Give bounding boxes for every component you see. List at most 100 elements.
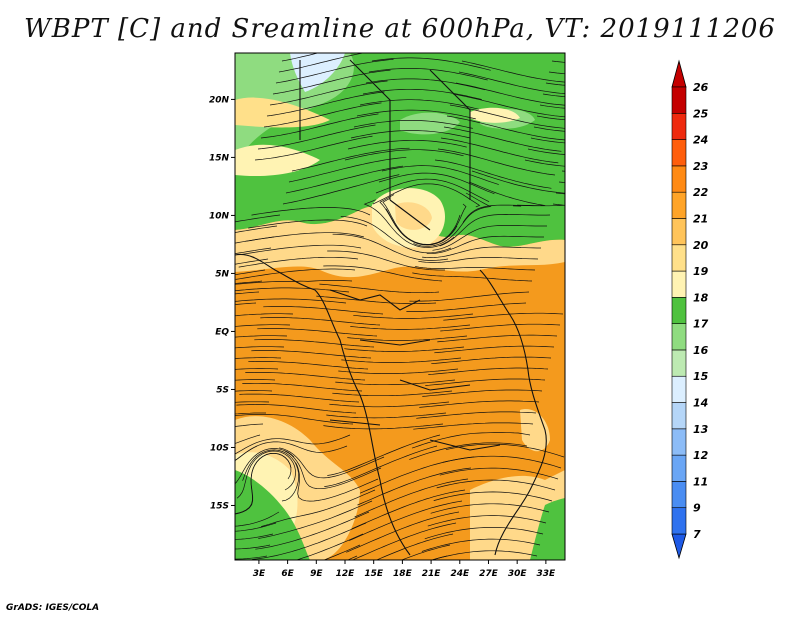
streamline xyxy=(323,265,443,282)
streamline xyxy=(235,302,257,305)
x-tick-label: 27E xyxy=(479,569,499,579)
streamline xyxy=(295,462,379,502)
streamline xyxy=(440,137,559,164)
streamline xyxy=(235,452,292,515)
colorbar-label: 20 xyxy=(693,239,709,252)
streamline xyxy=(415,266,536,271)
streamline xyxy=(341,357,462,363)
streamline xyxy=(347,335,468,341)
streamline xyxy=(235,414,354,425)
streamline xyxy=(284,450,382,490)
streamline xyxy=(235,247,272,255)
streamline xyxy=(350,324,471,330)
streamline xyxy=(533,126,565,132)
streamline xyxy=(425,378,546,386)
grads-credit: GrADS: IGES/COLA xyxy=(6,603,100,613)
colorbar-segment xyxy=(671,191,687,219)
streamline xyxy=(412,272,533,282)
streamline xyxy=(437,148,556,176)
map-area xyxy=(235,53,565,560)
colorbar-label: 7 xyxy=(693,528,701,541)
x-tick-label: 24E xyxy=(450,569,470,579)
streamline xyxy=(437,334,558,343)
colorbar-label: 24 xyxy=(693,134,708,147)
streamline xyxy=(235,335,288,338)
x-tick-label: 30E xyxy=(508,569,528,579)
colorbar-segment xyxy=(671,244,687,272)
streamline xyxy=(400,544,451,560)
streamline xyxy=(346,511,460,553)
streamline xyxy=(327,250,445,271)
streamline xyxy=(379,194,458,246)
streamline xyxy=(428,367,549,375)
streamline xyxy=(239,393,360,403)
streamline xyxy=(323,423,444,430)
streamline xyxy=(449,104,565,129)
streamline xyxy=(442,455,562,469)
wbpt-zone-yellow-north-3 xyxy=(235,97,330,128)
streamline xyxy=(353,313,474,319)
y-axis: 20N 15N 10N 5N EQ 5S 10S 15S xyxy=(209,95,235,511)
streamline xyxy=(257,328,378,337)
streamline xyxy=(536,115,565,121)
streamline xyxy=(371,57,491,71)
x-axis: 3E 6E 9E 12E 15E 18E 21E 24E 27E 30E 33E xyxy=(253,560,556,579)
streamline xyxy=(418,257,539,263)
streamline xyxy=(381,165,499,185)
streamline xyxy=(413,422,534,430)
colorbar-segment xyxy=(671,481,687,509)
streamline xyxy=(357,467,472,506)
y-tick-label: 5S xyxy=(216,385,229,395)
colorbar-label: 25 xyxy=(693,107,709,120)
streamline xyxy=(275,59,394,84)
streamline xyxy=(291,147,410,172)
streamline xyxy=(263,102,382,128)
streamline xyxy=(430,550,538,560)
streamline xyxy=(530,137,565,144)
streamline xyxy=(248,361,369,370)
streamline xyxy=(354,478,469,518)
streamline xyxy=(458,71,565,94)
streamline xyxy=(446,115,565,141)
streamline xyxy=(235,544,271,550)
y-tick-label: EQ xyxy=(215,327,229,337)
streamline xyxy=(340,216,452,254)
streamline xyxy=(245,372,366,381)
streamline xyxy=(235,412,266,415)
streamline xyxy=(235,269,266,276)
streamline xyxy=(255,511,370,550)
streamline xyxy=(539,104,565,109)
streamline xyxy=(316,295,437,305)
colorbar-segment xyxy=(671,139,687,167)
colorbar-segment xyxy=(671,349,687,377)
streamline xyxy=(278,53,366,73)
streamline xyxy=(235,379,276,381)
streamline xyxy=(443,312,564,321)
wbpt-zone-tan-east xyxy=(520,409,550,452)
streamline xyxy=(455,82,565,106)
streamline xyxy=(329,401,450,408)
streamline xyxy=(409,291,530,302)
streamline xyxy=(413,192,492,247)
y-tick-label: 20N xyxy=(209,95,230,105)
streamline xyxy=(260,113,379,139)
streamline xyxy=(431,356,552,365)
streamline xyxy=(295,533,364,560)
colorbar-segment xyxy=(671,112,687,140)
colorbar-label: 14 xyxy=(693,397,708,410)
colorbar-segment xyxy=(671,375,687,403)
streamline xyxy=(422,389,543,397)
colorbar-label: 11 xyxy=(693,475,708,488)
streamline xyxy=(236,450,296,499)
colorbar-label: 17 xyxy=(693,318,709,331)
streamline xyxy=(257,124,376,150)
streamline xyxy=(252,522,367,560)
colorbar-segment xyxy=(671,507,687,535)
streamline xyxy=(235,357,282,359)
streamline xyxy=(359,99,479,110)
streamline xyxy=(411,432,531,449)
streamline xyxy=(235,268,356,280)
streamline xyxy=(235,280,263,284)
streamline xyxy=(235,258,269,265)
streamline xyxy=(235,522,277,532)
